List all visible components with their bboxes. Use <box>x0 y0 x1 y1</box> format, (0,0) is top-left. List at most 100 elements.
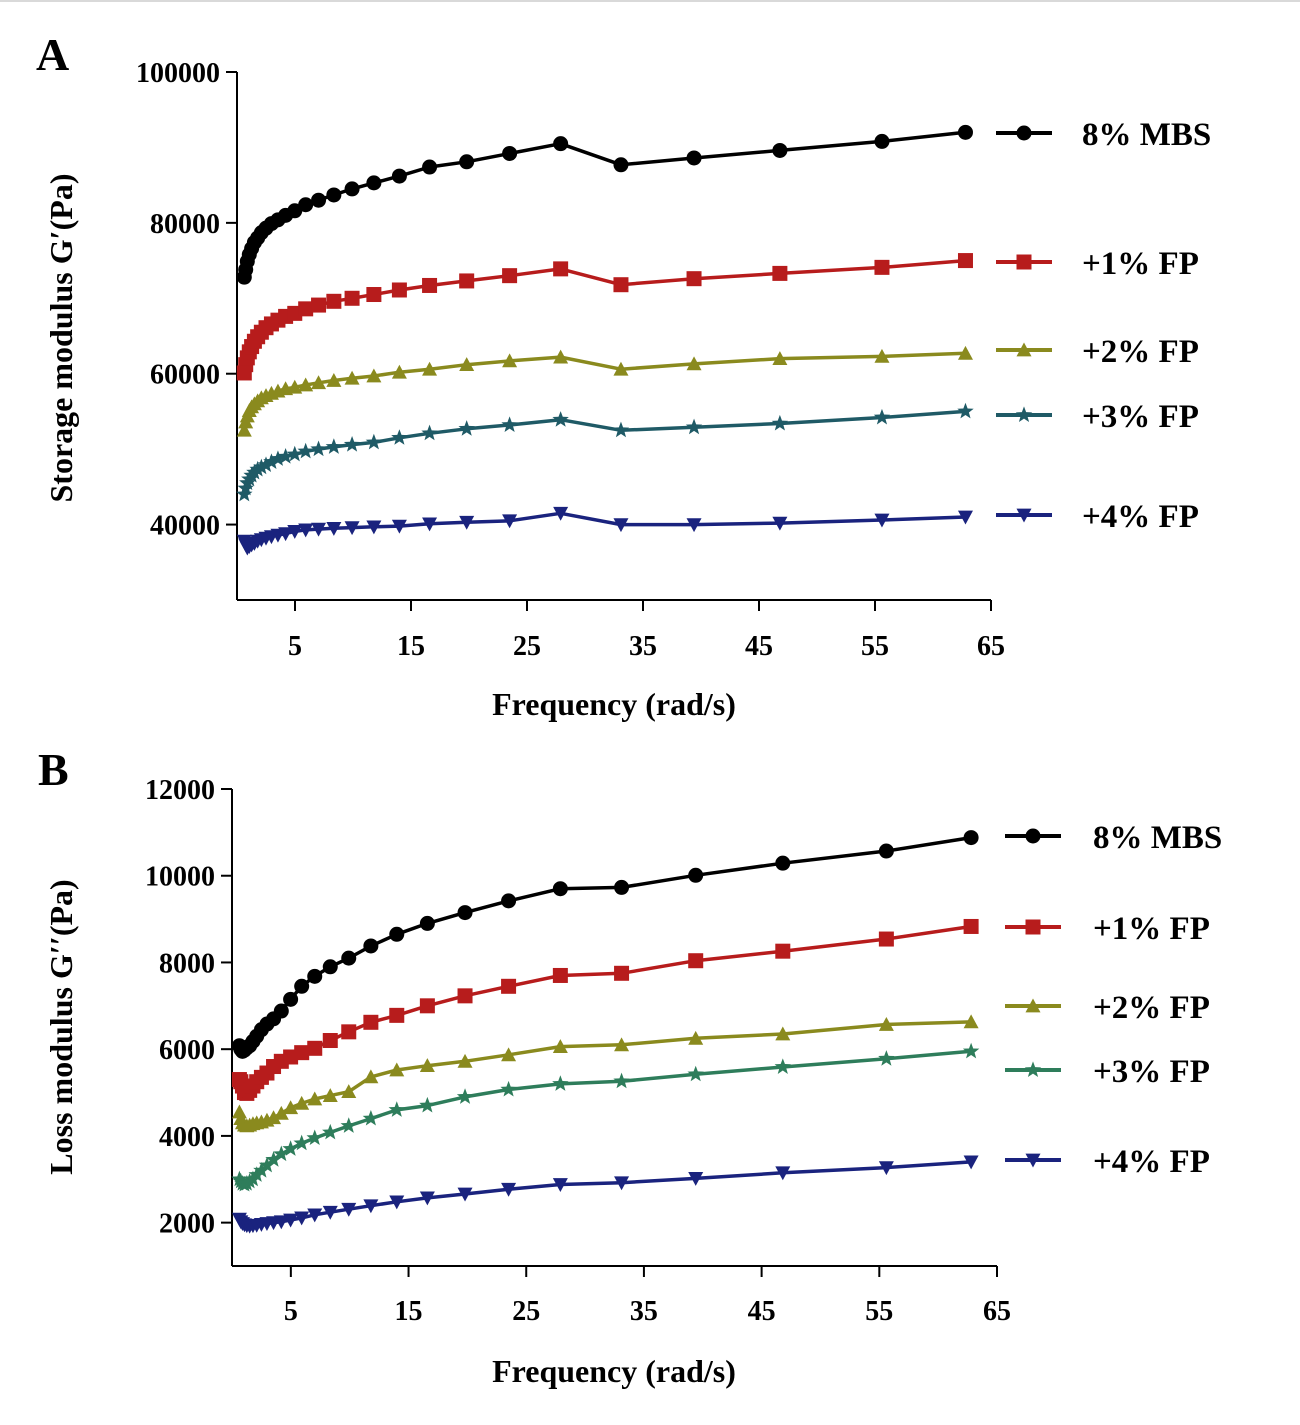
legend-item: 8% MBS <box>1005 820 1222 856</box>
x-tick-label: 5 <box>284 1296 298 1327</box>
data-point <box>419 1191 435 1206</box>
data-point <box>422 159 438 175</box>
data-point <box>273 1145 290 1162</box>
data-point <box>614 1176 630 1191</box>
x-tick-label: 5 <box>288 631 302 662</box>
data-point <box>501 893 517 909</box>
data-point <box>774 1058 791 1074</box>
data-point <box>326 293 342 309</box>
legend-marker <box>1016 342 1032 357</box>
y-axis-title: Storage modulus G′(Pa) <box>43 174 79 503</box>
data-point <box>287 524 303 539</box>
legend-label: +4% FP <box>1093 1144 1210 1180</box>
data-point <box>878 1050 895 1066</box>
legend-label: 8% MBS <box>1093 820 1222 856</box>
series-8-mbs <box>231 830 979 1059</box>
data-point <box>613 361 629 376</box>
x-tick-label: 45 <box>748 1296 776 1327</box>
data-point <box>343 435 361 452</box>
data-point <box>501 1182 517 1197</box>
data-point <box>388 1101 405 1117</box>
data-point <box>963 1155 979 1170</box>
data-point <box>957 510 973 525</box>
data-point <box>612 421 630 438</box>
data-point <box>287 203 303 219</box>
series-line <box>237 1160 972 1228</box>
data-point <box>501 1047 517 1062</box>
data-point <box>273 1215 289 1230</box>
legend-item: +3% FP <box>1005 1054 1210 1090</box>
data-point <box>363 1199 379 1214</box>
data-point <box>553 261 569 277</box>
data-point <box>963 1014 979 1029</box>
series-line <box>237 835 972 1054</box>
data-point <box>391 282 407 298</box>
data-point <box>341 1024 357 1040</box>
x-tick-label: 35 <box>629 631 657 662</box>
series-4-fp <box>231 1155 979 1234</box>
data-point <box>363 1069 379 1084</box>
panel-a: A 40000 60000 80000 100000 5 15 25 35 45 55 65 8% … <box>36 29 1211 722</box>
data-point <box>283 1213 299 1228</box>
legend-item: 8% MBS <box>996 117 1211 153</box>
legend-marker <box>1016 125 1032 141</box>
data-point <box>266 1110 282 1125</box>
data-point <box>322 1088 338 1102</box>
data-point <box>236 485 253 502</box>
data-point <box>613 277 629 293</box>
data-point <box>306 1129 323 1146</box>
data-point <box>552 881 568 897</box>
data-point <box>322 1205 338 1220</box>
data-point <box>553 349 569 364</box>
data-point <box>459 515 475 530</box>
data-point <box>366 175 382 191</box>
y-tick-label: 6000 <box>159 1035 215 1066</box>
data-point <box>688 1030 704 1045</box>
x-tick-label: 35 <box>630 1296 658 1327</box>
data-point <box>686 150 702 166</box>
data-point <box>502 514 518 529</box>
y-tick-label: 40000 <box>150 511 220 542</box>
data-point <box>325 438 343 454</box>
x-tick-label: 15 <box>397 631 425 662</box>
data-point <box>688 867 704 883</box>
data-point <box>391 429 408 445</box>
legend-item: +3% FP <box>996 399 1199 435</box>
data-point <box>273 1105 289 1120</box>
y-tick-label: 10000 <box>145 862 215 893</box>
data-point <box>326 373 342 387</box>
data-point <box>500 1080 517 1097</box>
legend-label: +3% FP <box>1093 1054 1210 1090</box>
data-point <box>307 1040 323 1056</box>
y-axis-title: Loss modulus G′′(Pa) <box>43 879 79 1174</box>
data-point <box>613 157 629 173</box>
data-point <box>502 145 518 161</box>
data-point <box>294 1045 310 1061</box>
data-point <box>391 519 407 534</box>
data-point <box>874 259 890 275</box>
x-tick-label: 55 <box>865 1296 893 1327</box>
data-point <box>873 408 891 425</box>
data-point <box>298 377 314 392</box>
data-point <box>341 1202 357 1217</box>
series-2-fp <box>236 345 973 437</box>
data-point <box>686 271 702 287</box>
data-point <box>963 918 979 934</box>
data-point <box>771 414 789 431</box>
legend-marker <box>1025 919 1041 935</box>
data-point <box>874 513 890 528</box>
data-point <box>422 361 438 376</box>
data-point <box>422 517 438 532</box>
series-line <box>242 130 966 278</box>
y-tick-label: 8000 <box>159 948 215 979</box>
x-tick-label: 45 <box>745 631 773 662</box>
data-point <box>874 133 890 149</box>
data-point <box>687 1065 704 1082</box>
data-point <box>282 1140 299 1156</box>
series-3-fp <box>236 402 974 502</box>
legend-marker <box>1025 1153 1041 1168</box>
legend-label: +2% FP <box>1093 990 1210 1026</box>
x-axis-title: Frequency (rad/s) <box>492 1353 736 1389</box>
data-point <box>294 1211 310 1226</box>
